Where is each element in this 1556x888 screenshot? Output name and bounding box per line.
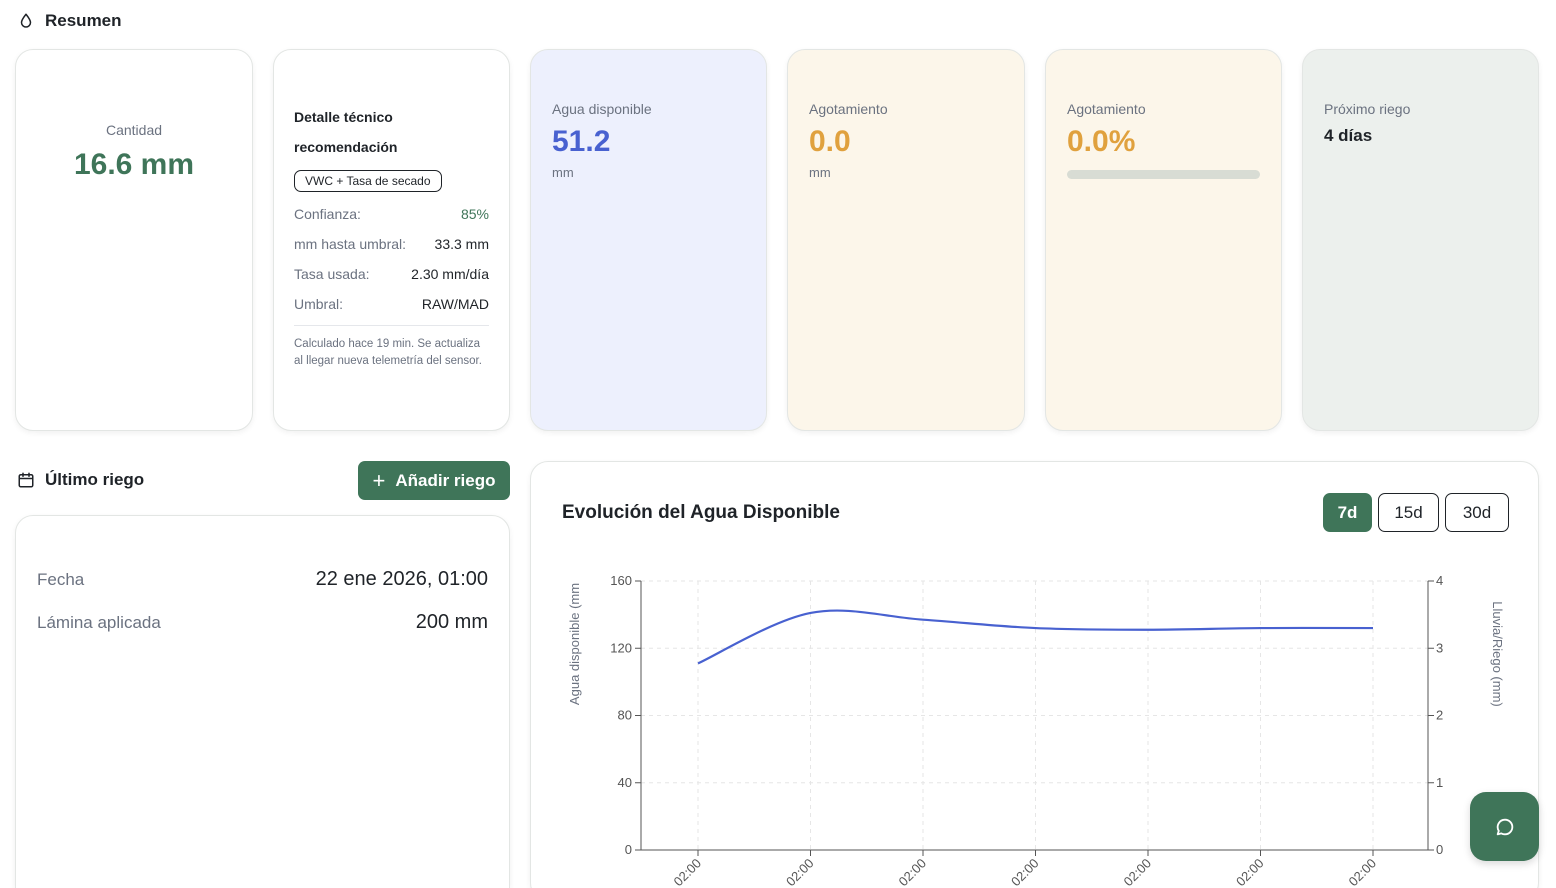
- range-tabs: 7d 15d 30d: [1323, 493, 1509, 532]
- detalle-row-value: 85%: [460, 206, 489, 222]
- chart-title: Evolución del Agua Disponible: [562, 502, 840, 523]
- detalle-note: Calculado hace 19 min. Se actualiza al l…: [294, 338, 482, 367]
- method-chip: VWC + Tasa de secado: [294, 170, 442, 192]
- y2-tick-label: 3: [1436, 640, 1443, 655]
- detalle-row-value: 33.3 mm: [434, 236, 489, 252]
- droplet-icon: [20, 13, 32, 28]
- x-tick-label: 02:00: [1346, 856, 1380, 888]
- detalle-row-value: RAW/MAD: [421, 296, 489, 312]
- proximo-riego-card: Próximo riego 4 días: [1302, 49, 1539, 431]
- x-tick-label: 02:00: [1008, 856, 1042, 888]
- x-tick-label: 02:00: [1121, 856, 1155, 888]
- agotamiento-mm-card: Agotamiento 0.0 mm: [787, 49, 1025, 431]
- chat-icon: [1496, 818, 1513, 835]
- fecha-label: Fecha: [37, 570, 85, 589]
- detalle-row-confianza: Confianza: 85%: [294, 206, 489, 224]
- add-riego-label: Añadir riego: [395, 470, 496, 490]
- y2-tick-label: 4: [1436, 573, 1443, 588]
- plus-icon: +: [372, 467, 386, 493]
- chart-card: 0 40 80 120 160 0 1 2 3 4 02:00 02:00 02:00 02:00 02:0…: [530, 461, 1539, 888]
- agotamiento-mm-value: 0.0: [809, 125, 851, 158]
- proximo-riego-value: 4 días: [1324, 126, 1373, 145]
- ultimo-riego-title: Último riego: [45, 470, 145, 489]
- divider: [294, 325, 489, 326]
- agotamiento-progress-bar: [1067, 170, 1260, 179]
- x-tick-label: 02:00: [671, 856, 705, 888]
- detalle-row-key: Umbral:: [294, 296, 344, 312]
- y-tick-label: 160: [610, 573, 632, 588]
- detalle-title: Detalle técnico recomendación: [294, 109, 398, 155]
- tab-7d[interactable]: 7d: [1323, 493, 1372, 532]
- resumen-title: Resumen: [45, 11, 122, 30]
- x-tick-label: 02:00: [896, 856, 930, 888]
- detalle-row-key: Tasa usada:: [294, 266, 370, 282]
- add-riego-button[interactable]: + Añadir riego: [358, 461, 510, 500]
- agotamiento-pct-value: 0.0%: [1067, 125, 1136, 158]
- detalle-card: Detalle técnico recomendación VWC + Tasa…: [273, 49, 510, 431]
- chat-button[interactable]: [1470, 792, 1539, 861]
- y-tick-label: 120: [610, 640, 632, 655]
- ultimo-riego-card: Fecha 22 ene 2026, 01:00 Lámina aplicada…: [15, 515, 510, 888]
- agotamiento-mm-unit: mm: [809, 165, 831, 180]
- y2-tick-label: 2: [1436, 708, 1443, 723]
- y-tick-label: 40: [618, 775, 632, 790]
- detalle-row-key: mm hasta umbral:: [294, 236, 407, 252]
- cantidad-value: 16.6 mm: [73, 148, 195, 181]
- resumen-header: Resumen: [17, 11, 122, 31]
- y2-tick-label: 1: [1436, 775, 1443, 790]
- y2-tick-label: 0: [1436, 842, 1443, 857]
- lamina-label: Lámina aplicada: [37, 613, 161, 632]
- calendar-icon: [18, 472, 34, 488]
- detalle-row-umbral: Umbral: RAW/MAD: [294, 296, 489, 314]
- y2-axis-label: Lluvia/Riego (mm): [1490, 601, 1505, 706]
- x-tick-label: 02:00: [783, 856, 817, 888]
- tab-30d[interactable]: 30d: [1445, 493, 1509, 532]
- detalle-row-umbral-mm: mm hasta umbral: 33.3 mm: [294, 236, 489, 254]
- fecha-row: Fecha 22 ene 2026, 01:00: [37, 568, 488, 591]
- agotamiento-pct-card: Agotamiento 0.0%: [1045, 49, 1282, 431]
- ultimo-riego-header: Último riego: [17, 470, 144, 490]
- agua-disponible-chart: 0 40 80 120 160 0 1 2 3 4 02:00 02:00 02:00 02:00 02:0…: [567, 573, 1505, 888]
- agua-disponible-value: 51.2: [552, 125, 611, 158]
- cantidad-card: Cantidad 16.6 mm: [15, 49, 253, 431]
- detalle-row-value: 2.30 mm/día: [411, 266, 489, 282]
- tab-15d[interactable]: 15d: [1378, 493, 1439, 532]
- lamina-row: Lámina aplicada 200 mm: [37, 611, 488, 634]
- lamina-value: 200 mm: [415, 611, 488, 633]
- agua-disponible-unit: mm: [552, 165, 574, 180]
- proximo-riego-label: Próximo riego: [1324, 101, 1411, 117]
- fecha-value: 22 ene 2026, 01:00: [315, 568, 488, 590]
- agua-disponible-card: Agua disponible 51.2 mm: [530, 49, 767, 431]
- y-tick-label: 80: [618, 708, 632, 723]
- detalle-row-tasa: Tasa usada: 2.30 mm/día: [294, 266, 489, 284]
- agotamiento-pct-label: Agotamiento: [1067, 101, 1146, 117]
- y-tick-label: 0: [625, 842, 632, 857]
- cantidad-label: Cantidad: [105, 122, 163, 138]
- agotamiento-mm-label: Agotamiento: [809, 101, 888, 117]
- series-line: [697, 609, 1374, 665]
- agua-disponible-label: Agua disponible: [552, 101, 652, 117]
- y-axis-label: Agua disponible (mm: [567, 583, 582, 705]
- detalle-row-key: Confianza:: [294, 206, 361, 222]
- x-tick-label: 02:00: [1233, 856, 1267, 888]
